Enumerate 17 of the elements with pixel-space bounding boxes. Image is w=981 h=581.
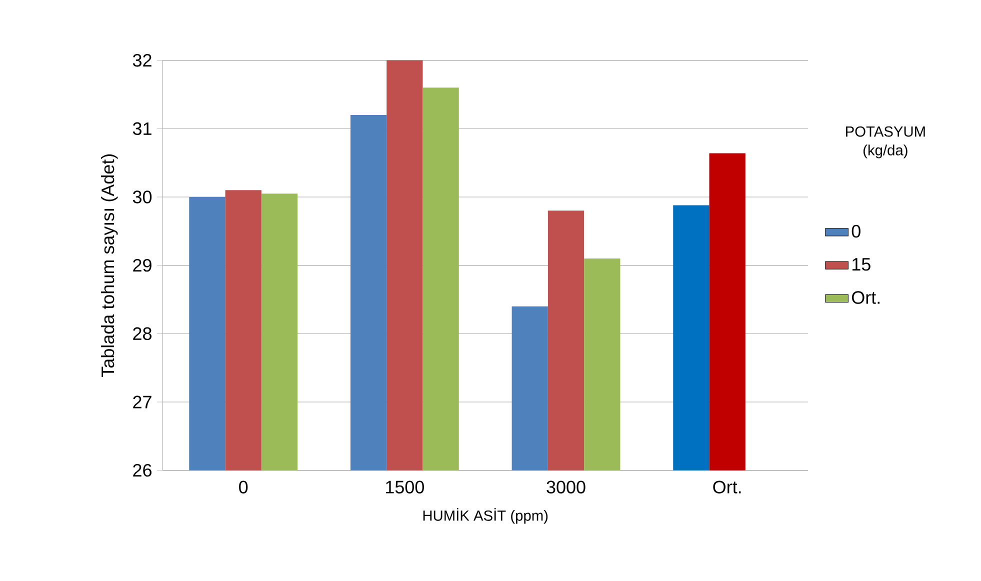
y-tick-label: 27 (133, 396, 152, 408)
legend-label: 15 (852, 258, 870, 271)
x-tick-label: 1500 (386, 480, 424, 494)
x-tick-label: 3000 (546, 480, 586, 494)
x-tick-label: 0 (239, 480, 248, 494)
y-tick-label: 30 (132, 190, 152, 204)
y-tick-label: 26 (133, 464, 152, 477)
y-axis-title: Tablada tohum sayısı (Adet) (100, 154, 118, 377)
y-tick-label: 29 (133, 258, 152, 272)
legend-title: POTASYUM (kg/da) (846, 126, 925, 158)
legend-label: 0 (852, 224, 860, 238)
x-tick-label: Ort. (713, 480, 741, 494)
x-axis-title: HUMİK ASİT (ppm) (423, 508, 548, 524)
y-tick-label: 28 (133, 327, 152, 340)
legend-label: Ort. (852, 291, 880, 304)
y-tick-label: 31 (132, 122, 152, 136)
y-tick-label: 32 (132, 54, 152, 67)
